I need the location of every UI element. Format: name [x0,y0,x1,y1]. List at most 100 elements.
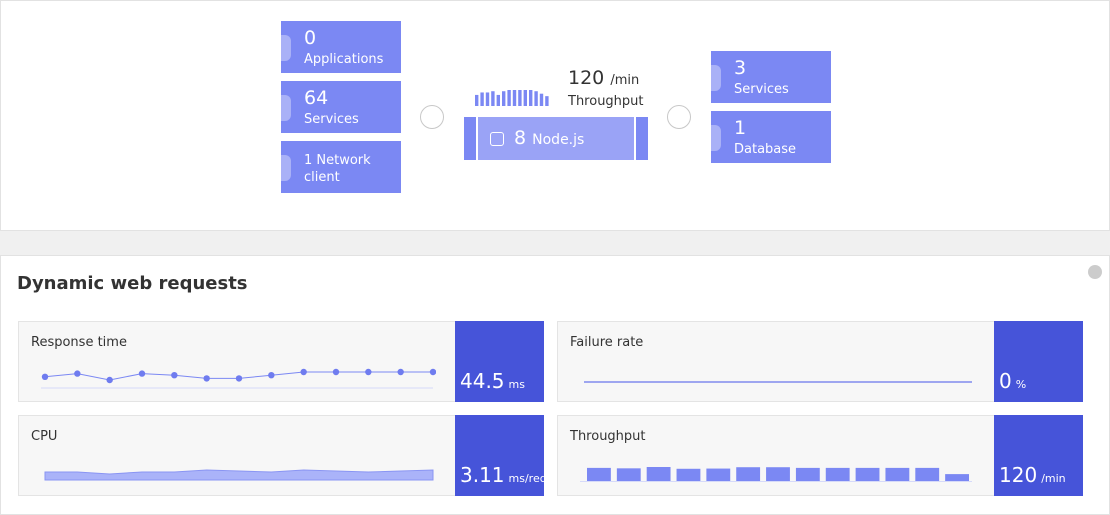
throughput-value: 120 /min [568,67,639,89]
value-box: 0% [994,321,1083,402]
section-title: Dynamic web requests [17,273,248,294]
bar [587,467,611,481]
bar [545,96,549,106]
value: 44.5 [460,369,505,393]
sparkline [580,467,972,482]
bar [945,474,969,481]
bar [706,468,731,481]
metric-value: 120/min [999,463,1066,487]
label: Services [304,112,359,127]
label: 1 Network client [304,153,371,185]
icon [711,125,721,151]
icon [281,35,291,61]
throughput-label: Throughput [568,94,644,109]
unit: ms/req [508,472,547,485]
count: 1 [734,117,747,139]
bar [676,468,701,481]
trend-area [44,469,434,481]
bar [496,94,500,106]
metric-value: 44.5 ms [460,369,525,393]
point [429,368,436,376]
bar [766,467,790,481]
incoming-tile[interactable]: 1 Network client [281,141,401,193]
point [332,368,340,376]
incoming-tile[interactable]: 0 Applications [281,21,401,73]
metric-value: 3.11 ms/req [460,463,547,487]
value: 120 [999,463,1038,487]
count: 0 [304,27,317,49]
bar [539,93,544,106]
point [300,368,307,376]
bar [885,467,910,481]
count: 3 [734,57,747,79]
info-icon[interactable] [1088,265,1102,279]
icon [711,65,721,91]
incoming-tile[interactable]: 64 Services [281,81,401,133]
bar [616,468,641,481]
label: Node.js [532,132,585,148]
process-box[interactable]: 8 Node.js [464,117,648,160]
requests-panel: Dynamic web requests Response time 44.5 ms… [0,255,1110,515]
unit: % [1015,378,1027,391]
metric-card[interactable]: Throughput 120/min [557,415,1083,496]
count: 64 [304,87,329,109]
unit: /min [610,73,640,88]
point [171,372,178,379]
bar [502,91,506,106]
point [268,372,275,379]
label: Services [734,82,789,97]
metric-name: Response time [31,335,127,350]
bar [480,92,484,106]
bar [915,467,940,481]
throughput-sparkline [475,90,549,106]
unit: ms [508,378,525,391]
point [235,375,243,382]
point [397,368,404,376]
value-box: 44.5 ms [455,321,544,402]
value: 0 [999,369,1012,393]
metric-name: Throughput [570,429,646,444]
bar [529,90,533,106]
arrow-icon [667,105,691,129]
outgoing-tile[interactable]: 3 Services [711,51,831,103]
icon [490,132,504,146]
bar [795,467,820,481]
metric-name: CPU [31,429,58,444]
sparkline [584,381,972,383]
value-box: 120/min [994,415,1083,496]
bar [855,467,880,481]
label: Database [734,142,797,157]
outgoing-tile[interactable]: 1 Database [711,111,831,163]
metric-card[interactable]: CPU 3.11 ms/req [18,415,547,496]
count: 8 [514,127,527,149]
point [41,373,49,380]
bar [512,90,517,106]
bar [825,467,850,481]
point [365,368,372,376]
bar [485,92,490,106]
unit: /min [1041,472,1066,485]
bar [736,467,761,481]
value: 3.11 [460,463,505,487]
metric-value: 0% [999,369,1026,393]
sparkline [41,368,436,389]
label: Applications [304,52,384,67]
point [138,370,146,377]
arrow-icon [420,105,444,129]
sparkline [44,469,434,481]
point [203,375,210,382]
bar [534,91,538,106]
bar [507,90,511,106]
value-box: 3.11 ms/req [455,415,547,496]
bar [475,94,479,106]
icon [281,95,291,121]
metric-card[interactable]: Failure rate 0% [557,321,1083,402]
point [74,370,81,377]
process-label: 8 Node.js [514,127,584,149]
topology-panel: 0 Applications 64 Services 1 Network clien… [0,0,1110,231]
bar [646,467,671,481]
icon [281,155,291,181]
metric-card[interactable]: Response time 44.5 ms [18,321,544,402]
bar [523,90,527,106]
